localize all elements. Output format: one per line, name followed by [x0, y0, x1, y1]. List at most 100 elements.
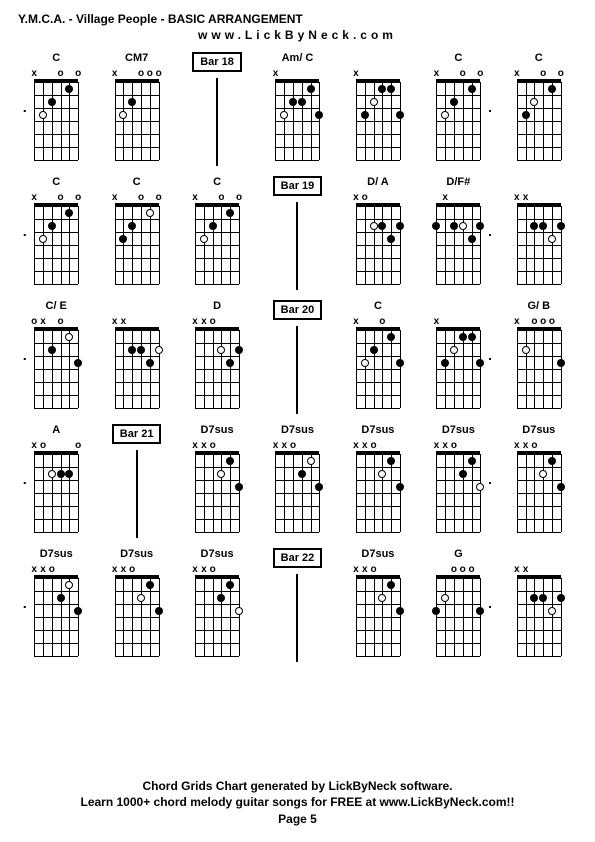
fret-line	[34, 454, 78, 455]
open-marker: o	[540, 316, 546, 327]
finger-dot	[128, 346, 136, 354]
root-dot	[119, 111, 127, 119]
fret-line	[436, 356, 480, 357]
fretboard	[517, 206, 561, 284]
chord-cell: D/ Axo	[340, 176, 416, 292]
chord-cell: xx	[501, 548, 577, 664]
chord-cell: D7susxxo...	[420, 424, 496, 540]
fret-line	[517, 656, 561, 657]
mute-marker: x	[514, 192, 520, 203]
footer: Chord Grids Chart generated by LickByNec…	[0, 778, 595, 828]
string-line	[159, 330, 160, 408]
open-marker: o	[236, 192, 242, 203]
finger-dot	[209, 222, 217, 230]
fret-line	[195, 343, 239, 344]
fret-line	[436, 369, 480, 370]
fret-line	[356, 356, 400, 357]
fret-line	[356, 591, 400, 592]
fret-line	[517, 369, 561, 370]
root-dot	[65, 581, 73, 589]
open-marker: o	[531, 440, 537, 451]
root-dot	[378, 470, 386, 478]
chord-diagram: xo	[346, 192, 410, 292]
chord-name: D7sus	[442, 424, 475, 438]
finger-dot	[315, 483, 323, 491]
mute-marker: x	[514, 440, 520, 451]
open-marker: o	[379, 316, 385, 327]
fret-line	[275, 134, 319, 135]
finger-dot	[65, 209, 73, 217]
fret-line	[356, 408, 400, 409]
open-marker: o	[218, 192, 224, 203]
mute-marker: x	[523, 440, 529, 451]
finger-dot	[48, 346, 56, 354]
open-marker: o	[290, 440, 296, 451]
chord-diagram: xoo...	[426, 68, 490, 168]
mute-marker: x	[434, 316, 440, 327]
mute-marker: x	[353, 68, 359, 79]
fret-line	[436, 493, 480, 494]
fret-line	[517, 382, 561, 383]
fretboard	[517, 454, 561, 532]
fret-line	[436, 284, 480, 285]
fret-line	[517, 134, 561, 135]
chord-diagram: xo	[346, 316, 410, 416]
open-marker: o	[156, 192, 162, 203]
finger-dot	[459, 470, 467, 478]
fret-line	[356, 467, 400, 468]
finger-dot	[522, 111, 530, 119]
finger-dot	[530, 594, 538, 602]
chord-cell: xx	[99, 300, 175, 416]
fret-line	[356, 330, 400, 331]
finger-dot	[387, 235, 395, 243]
mute-marker: x	[112, 316, 118, 327]
fret-line	[195, 258, 239, 259]
fret-line	[195, 604, 239, 605]
fret-line	[275, 121, 319, 122]
fret-line	[356, 258, 400, 259]
fret-line	[34, 506, 78, 507]
finger-dot	[226, 359, 234, 367]
footer-line-3: Page 5	[0, 811, 595, 828]
mute-marker: x	[362, 440, 368, 451]
string-line	[239, 578, 240, 656]
fret-line	[195, 232, 239, 233]
fret-line	[436, 617, 480, 618]
fret-line	[34, 258, 78, 259]
finger-dot	[450, 222, 458, 230]
fret-line	[436, 271, 480, 272]
fret-line	[356, 245, 400, 246]
fret-line	[436, 454, 480, 455]
finger-dot	[361, 111, 369, 119]
fretboard	[517, 82, 561, 160]
mute-marker: x	[514, 68, 520, 79]
chord-cell: Gooo...	[420, 548, 496, 664]
chord-cell: D7susxxo	[179, 548, 255, 664]
chord-name: D/F#	[446, 176, 470, 190]
chord-cell: CM7xooo	[99, 52, 175, 168]
chord-cell: Cxoo	[99, 176, 175, 292]
fret-line	[195, 656, 239, 657]
fret-line	[115, 330, 159, 331]
chord-cell: Dxxo	[179, 300, 255, 416]
fret-line	[34, 467, 78, 468]
fret-line	[34, 578, 78, 579]
chord-cell: D7susxxo...	[18, 548, 94, 664]
finger-dot	[217, 594, 225, 602]
finger-dot	[387, 333, 395, 341]
string-line	[561, 206, 562, 284]
chord-cell: xx	[501, 176, 577, 292]
fret-line	[356, 617, 400, 618]
fret-line	[517, 108, 561, 109]
string-line	[78, 578, 79, 656]
chord-diagram: xoo	[105, 192, 169, 292]
finger-dot	[226, 457, 234, 465]
fret-line	[517, 591, 561, 592]
fret-line	[275, 95, 319, 96]
string-line	[480, 206, 481, 284]
fret-line	[195, 206, 239, 207]
fret-line	[517, 467, 561, 468]
fret-line	[356, 134, 400, 135]
fret-line	[115, 382, 159, 383]
string-line	[480, 330, 481, 408]
